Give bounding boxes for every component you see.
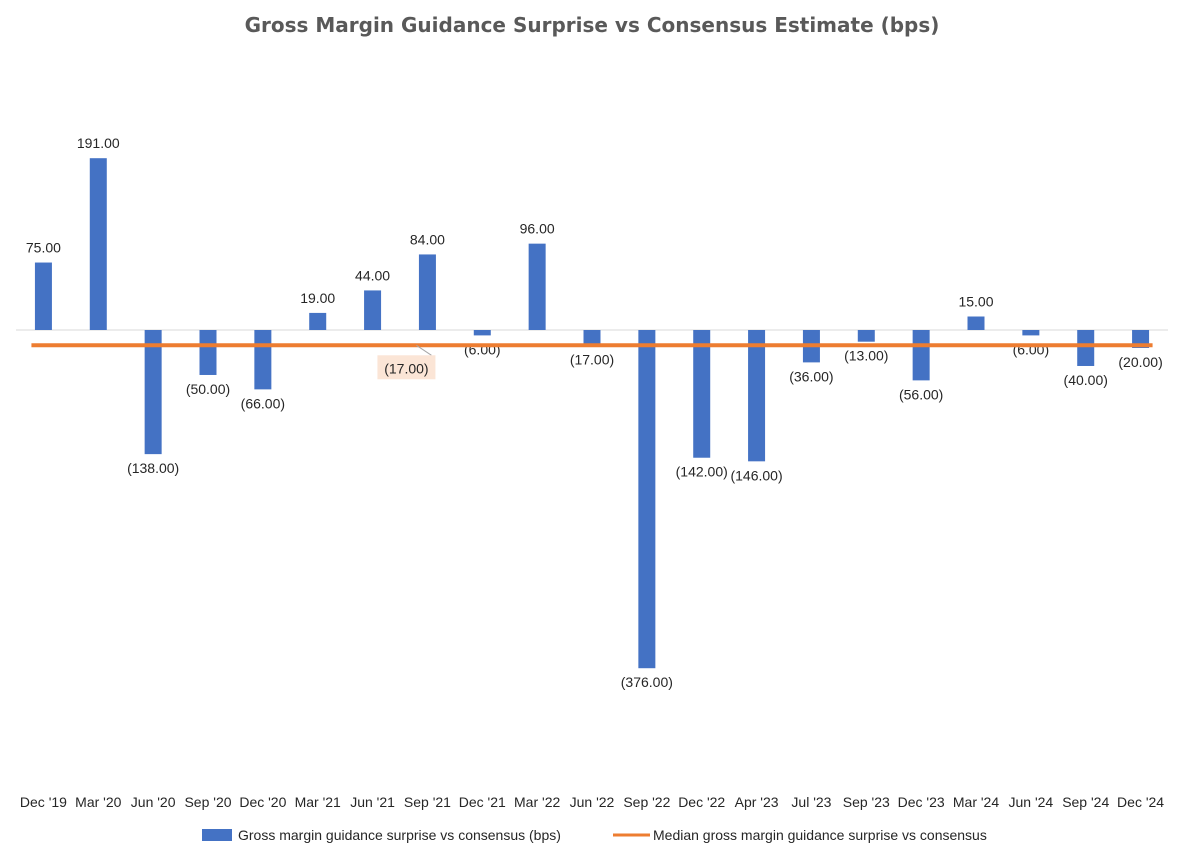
- x-tick-label: Mar '22: [514, 794, 560, 810]
- plot-area: 75.00 Dec '19 191.00 Mar '20 (138.00) Jun '20…: [16, 135, 1168, 810]
- x-tick-label: Dec '21: [459, 794, 506, 810]
- bar: [857, 330, 875, 342]
- median-callout-leader: [416, 344, 432, 356]
- x-tick-label: Apr '23: [735, 794, 779, 810]
- x-tick-label: Dec '24: [1117, 794, 1164, 810]
- x-tick-label: Jul '23: [791, 794, 831, 810]
- bar: [638, 330, 656, 669]
- x-tick-label: Sep '20: [184, 794, 231, 810]
- x-tick-label: Jun '24: [1008, 794, 1053, 810]
- data-label: 96.00: [520, 221, 555, 237]
- x-tick-label: Mar '20: [75, 794, 121, 810]
- x-tick-label: Jun '20: [131, 794, 176, 810]
- bar: [967, 316, 985, 330]
- data-label: (40.00): [1064, 372, 1108, 388]
- data-label: (17.00): [570, 351, 614, 367]
- x-tick-label: Sep '23: [843, 794, 890, 810]
- x-tick-label: Dec '20: [239, 794, 286, 810]
- data-label: 19.00: [300, 290, 335, 306]
- legend-label-bars: Gross margin guidance surprise vs consen…: [238, 827, 561, 843]
- median-label: (17.00): [384, 360, 428, 376]
- bar: [144, 330, 162, 455]
- data-label: (13.00): [844, 348, 888, 364]
- data-label: (20.00): [1118, 354, 1162, 370]
- x-tick-label: Mar '24: [953, 794, 999, 810]
- data-label: 191.00: [77, 135, 120, 151]
- data-label: (36.00): [789, 368, 833, 384]
- bar: [418, 254, 436, 330]
- bar: [1077, 330, 1095, 366]
- data-label: 44.00: [355, 267, 390, 283]
- data-label: (138.00): [127, 460, 179, 476]
- data-label: (50.00): [186, 381, 230, 397]
- bar: [1022, 330, 1040, 336]
- bar: [364, 290, 382, 330]
- bar: [89, 158, 107, 330]
- legend-label-median: Median gross margin guidance surprise vs…: [653, 827, 987, 843]
- x-tick-label: Sep '24: [1062, 794, 1109, 810]
- x-tick-label: Sep '21: [404, 794, 451, 810]
- legend: Gross margin guidance surprise vs consen…: [202, 827, 987, 843]
- x-tick-label: Dec '19: [20, 794, 67, 810]
- data-label: (142.00): [676, 464, 728, 480]
- data-label: 15.00: [958, 294, 993, 310]
- data-label: (56.00): [899, 386, 943, 402]
- median-callout-box: [377, 355, 436, 380]
- data-label: (66.00): [241, 395, 285, 411]
- data-label: 84.00: [410, 231, 445, 247]
- bar: [309, 312, 327, 330]
- bar: [912, 330, 930, 381]
- x-tick-label: Jun '22: [570, 794, 615, 810]
- legend-swatch-bars: [202, 829, 232, 841]
- bar: [583, 330, 601, 346]
- bar: [528, 243, 546, 330]
- bar: [199, 330, 217, 375]
- x-tick-label: Dec '23: [898, 794, 945, 810]
- bar: [254, 330, 272, 390]
- chart-title: Gross Margin Guidance Surprise vs Consen…: [245, 13, 940, 37]
- x-tick-label: Jun '21: [350, 794, 395, 810]
- bar: [473, 330, 491, 336]
- data-label: 75.00: [26, 240, 61, 256]
- data-label: (376.00): [621, 674, 673, 690]
- data-label: (146.00): [730, 467, 782, 483]
- x-tick-label: Dec '22: [678, 794, 725, 810]
- x-tick-label: Mar '21: [295, 794, 341, 810]
- bar: [34, 262, 52, 330]
- x-tick-label: Sep '22: [623, 794, 670, 810]
- bar: [693, 330, 711, 458]
- bar: [748, 330, 766, 462]
